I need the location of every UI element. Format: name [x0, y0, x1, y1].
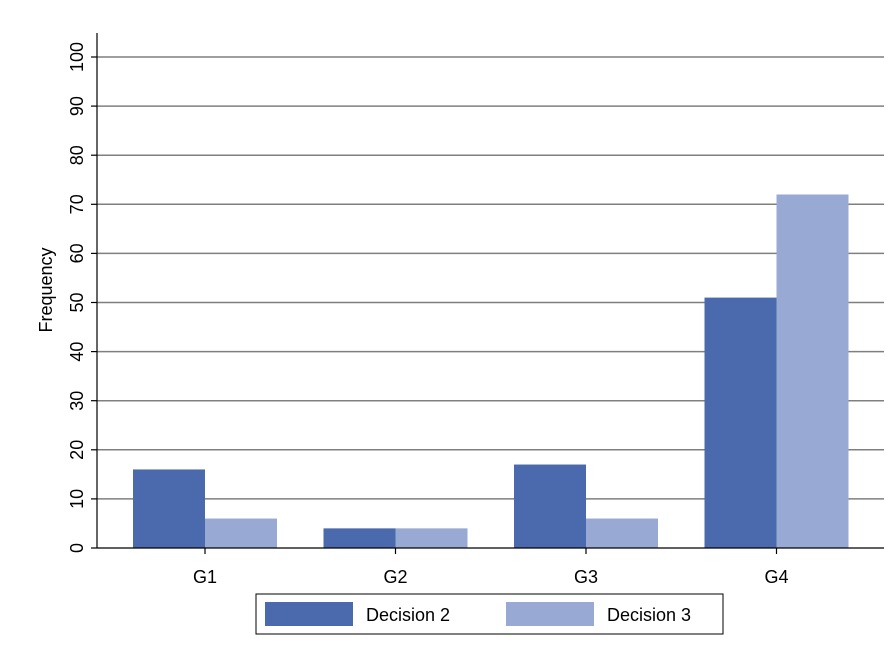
y-tick-label: 30 [67, 391, 87, 411]
y-tick-label: 90 [67, 96, 87, 116]
bar-decision-2-g1 [133, 469, 205, 548]
legend-swatch [265, 602, 353, 626]
x-tick-label: G3 [574, 567, 598, 587]
y-tick-label: 20 [67, 440, 87, 460]
y-tick-label: 100 [67, 42, 87, 72]
bar-decision-2-g4 [704, 297, 777, 548]
x-tick-label: G4 [764, 567, 788, 587]
bars [133, 194, 849, 549]
bar-decision-3-g4 [776, 194, 849, 549]
y-tick-label: 60 [67, 243, 87, 263]
legend-swatch [506, 602, 594, 626]
y-tick-label: 70 [67, 194, 87, 214]
grid-lines [97, 56, 884, 500]
bar-decision-2-g2 [323, 528, 396, 548]
axes [91, 33, 884, 554]
y-tick-label: 0 [67, 543, 87, 553]
y-tick-label: 10 [67, 489, 87, 509]
x-tick-labels: G1 G2 G3 G4 [193, 567, 789, 587]
y-axis-title: Frequency [36, 247, 56, 332]
bar-decision-3-g1 [205, 518, 277, 548]
legend: Decision 2 Decision 3 [255, 593, 724, 635]
y-tick-label: 50 [67, 292, 87, 312]
bar-decision-3-g2 [395, 528, 468, 548]
bar-decision-3-g3 [586, 518, 658, 548]
y-tick-label: 80 [67, 145, 87, 165]
y-tick-label: 40 [67, 342, 87, 362]
y-tick-labels: 0 10 20 30 40 50 60 70 80 90 100 [67, 42, 87, 553]
legend-label: Decision 3 [607, 605, 691, 625]
legend-label: Decision 2 [366, 605, 450, 625]
x-tick-label: G1 [193, 567, 217, 587]
x-tick-label: G2 [383, 567, 407, 587]
bar-decision-2-g3 [514, 464, 586, 548]
